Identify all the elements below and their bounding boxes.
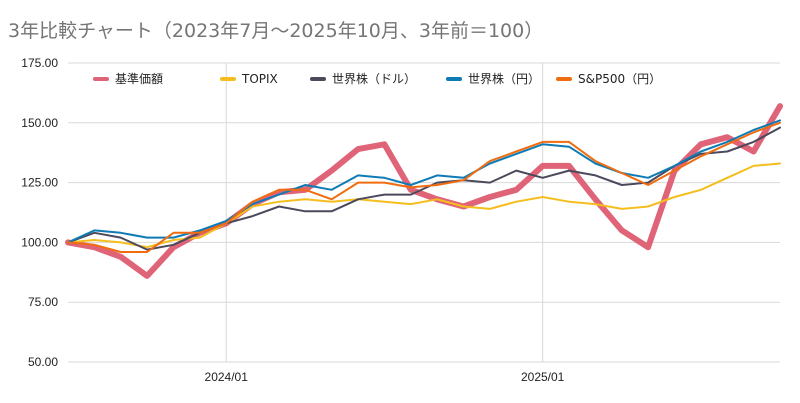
legend-label: 基準価額	[115, 71, 163, 86]
series-line-3	[67, 119, 781, 244]
legend-label: 世界株（円）	[468, 71, 540, 86]
series-line-2	[67, 126, 781, 251]
grid-lines	[68, 62, 780, 363]
x-tick-label: 2024/01	[205, 370, 249, 384]
y-tick-label: 125.00	[21, 176, 58, 190]
series-lines	[65, 103, 783, 279]
x-tick-label: 2025/01	[521, 370, 565, 384]
series-line-4	[67, 121, 781, 253]
legend-label: S&P500（円）	[578, 72, 661, 86]
legend-label: 世界株（ドル）	[332, 71, 416, 86]
x-axis-ticks: 2024/01 2025/01	[205, 370, 565, 384]
y-tick-label: 75.00	[28, 295, 58, 309]
legend-label: TOPIX	[241, 72, 278, 86]
chart-title: 3年比較チャート（2023年7月～2025年10月、3年前＝100）	[8, 20, 543, 42]
y-tick-label: 175.00	[21, 56, 58, 70]
y-axis-ticks: 50.00 75.00 100.00 125.00 150.00 175.00	[21, 56, 58, 369]
y-tick-label: 50.00	[28, 355, 58, 369]
y-tick-label: 100.00	[21, 235, 58, 249]
series-line-0	[65, 103, 783, 279]
y-tick-label: 150.00	[21, 116, 58, 130]
legend: 基準価額 TOPIX 世界株（ドル） 世界株（円） S&P500（円）	[93, 71, 661, 86]
